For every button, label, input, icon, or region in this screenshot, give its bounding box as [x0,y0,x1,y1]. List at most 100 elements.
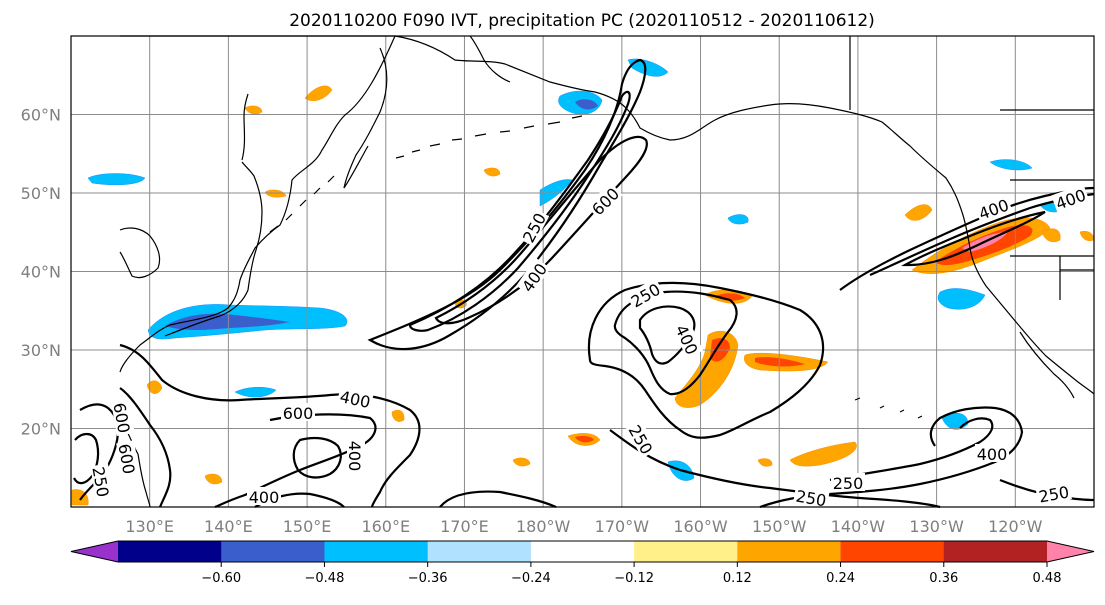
precip-positive-patch [1041,228,1061,243]
coastline-china-south [119,419,151,508]
coastline-hawaii [854,397,923,419]
colorbar-segment [118,541,222,562]
colorbar-outline [70,540,1095,563]
ivt-contour-400 [119,387,172,508]
ivt-contour-400 [73,432,100,485]
coastline-baja [1019,331,1075,399]
precip-negative-core [165,313,290,330]
latitude-label: 60°N [21,106,61,125]
ivt-contour-600 [434,135,648,325]
map-frame [70,35,1095,508]
contour-label-background [1035,481,1072,505]
longitude-label: 140°E [204,517,253,536]
latitude-label: 50°N [21,184,61,203]
longitude-label: 140°W [831,517,886,536]
coastline-bering-west [469,35,511,83]
precip-negative-patch [937,288,986,310]
ivt-contour-label: 250 [831,473,865,493]
contour-label-background [111,399,135,436]
ivt-contour-600 [638,305,696,365]
colorbar-segment [634,541,738,562]
contour-label-background [336,385,374,411]
precip-positive-patch [483,167,501,177]
ivt-contour-400 [408,90,631,332]
coastline-kuril-islands [269,175,335,233]
contour-label-background [586,182,623,219]
longitude-labels: 130°E 140°E 150°E 160°E 170°E 180°W 170°W 160°W… [125,517,1042,536]
coastline-sakhalin [241,93,249,161]
ivt-contour-250 [587,281,825,439]
longitude-label: 160°E [361,517,410,536]
contour-label-text: 400 [249,488,280,507]
precip-negative-patch [87,173,146,186]
latitude-labels: 60°N 50°N 40°N 30°N 20°N [21,106,61,439]
contour-label-background [281,403,315,421]
longitude-label: 130°W [909,517,964,536]
contour-label-background [90,463,114,500]
ivt-contour-label: 400 [247,487,281,507]
contour-label-background [975,444,1009,462]
map-gridlines [71,36,1094,507]
precip-positive-patch [757,458,773,467]
colorbar-segment [943,541,1048,562]
precip-positive-patch [304,85,333,101]
ivt-contour-label: 600 [281,403,315,423]
precip-positive-patch [264,189,287,198]
contour-label-text: 400 [345,441,364,472]
coastline-kamchatka [343,47,388,189]
contour-label-text: 400 [977,445,1008,464]
colorbar-tick-label: −0.24 [511,571,551,586]
colorbar-tick-label: 0.24 [826,571,855,586]
coastline-japan [164,161,263,337]
colorbar-extend-min [71,541,118,562]
latitude-label: 20°N [21,420,61,439]
precip-negative-patch [989,159,1033,171]
precip-negative-core [575,99,598,110]
contour-label-background [116,440,140,477]
longitude-label: 130°E [125,517,174,536]
contour-label-background [347,439,365,473]
contour-label-text: 600 [283,404,314,423]
colorbar-segment [840,541,945,562]
colorbar-tick-label: 0.48 [1033,571,1062,586]
ivt-contour-400 [613,290,738,396]
colorbar-segment [530,541,635,562]
coastline-korea [119,227,161,279]
ivt-contour-label: 600 [109,399,135,436]
contour-label-background [625,419,659,459]
longitude-label: 160°W [673,517,728,536]
precip-positive-patch [244,105,263,115]
ivt-contour-400 [829,417,994,482]
ivt-contour-label: 400 [975,444,1009,464]
contour-label-background [793,485,830,509]
coastline-alaska [394,35,963,213]
colorbar-extend-max [1047,541,1094,562]
contour-label-text: 250 [833,474,864,493]
ivt-contour-250 [439,490,557,509]
colorbar-segment [324,541,429,562]
precip-positive-patch [512,457,531,467]
coastline-asia [119,35,396,373]
ivt-contour-600 [292,436,342,479]
longitude-label: 180°W [516,517,571,536]
precip-positive-patch [391,409,405,422]
longitude-label: 170°W [595,517,650,536]
precip-positive-patch [146,380,163,394]
colorbar: −0.60 −0.48 −0.36 −0.24 −0.12 0.12 0.24 0.36 0.4… [70,540,1095,586]
colorbar-segment [427,541,532,562]
colorbar-tick-label: −0.60 [201,571,241,586]
ivt-contour-250 [609,429,941,509]
ivt-contour-label: 600 [114,440,140,477]
contour-label-background [831,473,865,491]
latitude-label: 30°N [21,341,61,360]
contour-label-background [625,277,665,311]
contour-label-background [247,487,281,505]
contour-label-background [516,257,551,296]
colorbar-tick-label: 0.36 [929,571,958,586]
longitude-label: 170°E [440,517,489,536]
contour-label-background [672,319,704,359]
colorbar-segment [737,541,842,562]
colorbar-segment [221,541,325,562]
colorbar-tick-label: −0.48 [305,571,345,586]
